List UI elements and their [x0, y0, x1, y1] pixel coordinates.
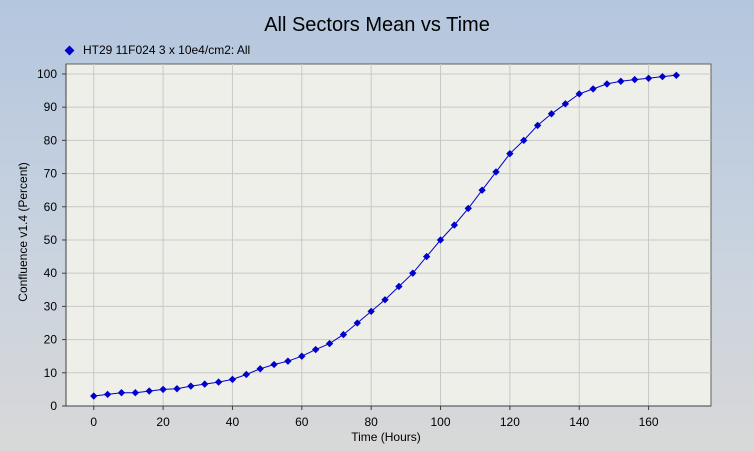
y-tick-label: 10 — [44, 366, 58, 380]
x-tick-label: 100 — [431, 415, 451, 429]
data-point — [561, 100, 570, 108]
legend-label: HT29 11F024 3 x 10e4/cm2: All — [83, 43, 251, 57]
y-tick-label: 40 — [44, 266, 58, 280]
data-point — [228, 375, 237, 384]
x-tick-label: 160 — [639, 415, 659, 429]
data-point — [339, 330, 348, 339]
data-point — [187, 382, 195, 390]
data-point — [492, 168, 500, 176]
y-tick-label: 90 — [44, 100, 58, 114]
data-point — [353, 319, 361, 327]
data-point — [214, 378, 223, 386]
data-series — [90, 71, 680, 400]
y-tick-label: 20 — [44, 333, 58, 347]
data-point — [422, 252, 431, 261]
y-tick-label: 100 — [37, 67, 57, 81]
data-point — [617, 77, 625, 85]
chart-title: All Sectors Mean vs Time — [264, 14, 490, 36]
data-point — [603, 80, 611, 88]
data-point — [117, 389, 126, 397]
data-point — [395, 282, 403, 291]
data-point — [367, 307, 375, 316]
data-point — [173, 385, 181, 393]
data-point — [381, 296, 389, 304]
x-tick-label: 60 — [295, 415, 309, 429]
data-point — [575, 90, 583, 98]
axes: 0 10 20 30 40 50 60 70 80 90 100 0 20 40 60 80 100 120 140… — [37, 64, 711, 429]
x-tick-label: 20 — [156, 415, 170, 429]
x-tick-label: 140 — [569, 415, 589, 429]
legend: HT29 11F024 3 x 10e4/cm2: All — [64, 43, 251, 57]
data-point — [159, 385, 167, 394]
data-point — [256, 365, 264, 373]
y-tick-label: 50 — [44, 233, 58, 247]
data-point — [312, 345, 320, 354]
data-point — [325, 339, 334, 348]
data-point — [520, 136, 528, 145]
grid-lines — [66, 64, 711, 407]
y-tick-label: 80 — [44, 133, 58, 147]
data-point — [284, 357, 292, 365]
data-point — [145, 387, 153, 395]
plot-area — [65, 63, 712, 407]
y-tick-label: 60 — [44, 200, 58, 214]
y-tick-label: 0 — [50, 399, 57, 413]
x-tick-label: 80 — [364, 415, 378, 429]
data-point — [298, 352, 306, 360]
data-point — [533, 121, 542, 130]
x-tick-label: 120 — [500, 415, 520, 429]
x-tick-label: 40 — [226, 415, 240, 429]
data-point — [201, 380, 209, 388]
y-tick-label: 30 — [44, 299, 58, 313]
x-tick-label: 0 — [90, 415, 97, 429]
data-point — [478, 186, 486, 194]
x-axis-label: Time (Hours) — [351, 430, 421, 444]
data-point — [547, 110, 556, 118]
data-point — [90, 392, 98, 400]
data-point — [409, 269, 417, 277]
data-point — [270, 360, 278, 369]
data-point — [131, 389, 140, 397]
y-tick-label: 70 — [44, 167, 58, 181]
y-axis-label: Confluence v1.4 (Percent) — [16, 162, 30, 301]
data-point — [103, 390, 112, 399]
